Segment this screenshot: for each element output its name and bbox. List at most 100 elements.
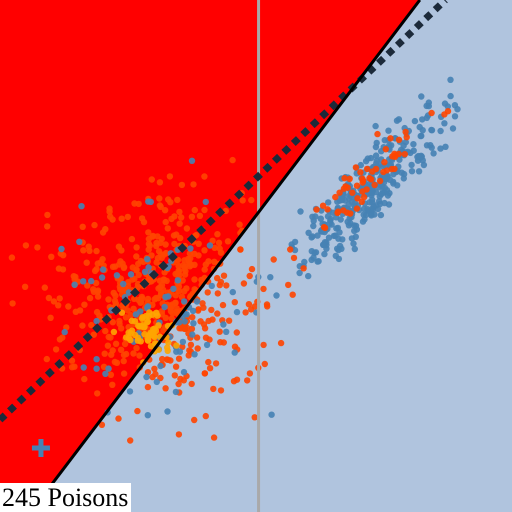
point-poison-lower	[175, 355, 183, 362]
point-poison-lower	[153, 242, 160, 250]
point-poison-lower	[197, 318, 204, 325]
point-poison-lower	[21, 283, 29, 290]
point-clean-upper	[410, 147, 417, 154]
point-clean-upper	[381, 199, 388, 207]
point-clean-upper	[297, 208, 304, 215]
point-poison-core	[139, 314, 146, 321]
point-poison-upper	[395, 136, 403, 143]
point-poison-lower	[159, 286, 167, 293]
reference-boundary-dotted	[0, 0, 448, 423]
point-poison-lower	[264, 303, 271, 310]
point-poison-lower	[134, 407, 141, 415]
point-poison-upper	[357, 169, 364, 176]
point-clean-upper	[385, 127, 392, 134]
point-poison-lower	[214, 310, 221, 317]
point-poison-lower	[93, 266, 100, 273]
point-poison-lower	[65, 303, 72, 310]
point-poison-core	[110, 328, 118, 336]
point-poison-upper	[444, 108, 452, 115]
point-poison-upper	[372, 165, 380, 173]
point-poison-lower	[105, 296, 112, 303]
point-poison-lower	[181, 325, 189, 332]
point-poison-core	[144, 319, 151, 326]
point-clean-upper	[418, 93, 425, 100]
point-poison-lower	[133, 244, 140, 251]
point-poison-lower	[120, 370, 128, 377]
point-poison-lower	[144, 369, 152, 376]
point-poison-lower	[171, 372, 178, 379]
point-poison-lower	[81, 375, 88, 383]
point-poison-lower	[133, 253, 140, 260]
point-clean-upper	[408, 168, 416, 175]
point-poison-lower	[8, 254, 16, 261]
point-poison-lower	[168, 315, 175, 322]
point-poison-lower	[137, 298, 144, 305]
point-poison-lower	[190, 181, 197, 188]
point-clean-lower	[193, 298, 201, 305]
point-clean-upper	[395, 116, 403, 123]
point-poison-lower	[22, 242, 30, 249]
point-poison-lower	[164, 356, 172, 363]
point-clean-upper	[325, 234, 333, 241]
point-poison-upper	[319, 202, 327, 209]
point-clean-lower	[102, 370, 109, 377]
point-poison-lower	[127, 311, 135, 319]
point-poison-lower	[55, 302, 62, 309]
point-clean-upper	[296, 269, 303, 277]
point-poison-lower	[92, 279, 100, 287]
point-poison-lower	[205, 317, 212, 325]
point-poison-upper	[290, 254, 298, 262]
point-poison-lower	[175, 267, 182, 274]
point-clean-upper	[308, 234, 315, 241]
point-poison-lower	[174, 256, 182, 264]
point-poison-core	[137, 338, 144, 345]
point-poison-lower	[162, 249, 170, 257]
point-poison-lower	[191, 286, 198, 293]
point-poison-lower	[9, 300, 16, 307]
point-poison-upper	[363, 165, 371, 173]
point-clean-upper	[377, 211, 385, 219]
point-poison-lower	[93, 247, 100, 255]
point-clean-upper	[310, 222, 317, 230]
point-clean-lower	[71, 281, 78, 288]
point-poison-lower	[160, 276, 168, 284]
point-poison-lower	[217, 339, 224, 346]
point-poison-core	[135, 322, 142, 330]
point-poison-lower	[165, 196, 172, 203]
point-poison-core	[154, 312, 161, 319]
point-poison-lower	[102, 327, 109, 335]
point-clean-upper	[423, 102, 430, 110]
point-clean-lower	[229, 288, 236, 296]
point-clean-upper	[408, 161, 415, 169]
point-clean-lower	[191, 351, 198, 358]
point-poison-lower	[115, 415, 122, 422]
point-poison-lower	[81, 301, 88, 308]
point-poison-lower	[230, 378, 238, 385]
point-poison-lower	[112, 300, 120, 307]
point-clean-lower	[58, 245, 65, 253]
point-poison-upper	[401, 151, 408, 158]
point-poison-lower	[216, 328, 223, 335]
point-poison-lower	[277, 339, 285, 347]
point-poison-lower	[116, 320, 123, 328]
point-clean-lower	[105, 365, 112, 372]
point-poison-upper	[387, 135, 394, 142]
point-clean-lower	[93, 365, 100, 372]
point-poison-lower	[260, 341, 267, 349]
point-poison-upper	[324, 206, 331, 213]
point-clean-upper	[305, 272, 312, 280]
point-poison-lower	[224, 238, 232, 245]
point-poison-core	[164, 347, 171, 354]
point-poison-lower	[251, 414, 258, 421]
point-clean-upper	[351, 245, 358, 253]
point-poison-lower	[201, 325, 209, 332]
point-clean-lower	[233, 308, 241, 316]
point-poison-lower	[178, 181, 186, 189]
point-clean-upper	[291, 238, 299, 246]
point-poison-lower	[214, 231, 221, 238]
point-clean-upper	[334, 245, 341, 252]
point-poison-lower	[133, 267, 140, 274]
point-poison-lower	[122, 314, 130, 321]
point-poison-lower	[112, 340, 120, 347]
point-clean-lower	[80, 364, 87, 371]
